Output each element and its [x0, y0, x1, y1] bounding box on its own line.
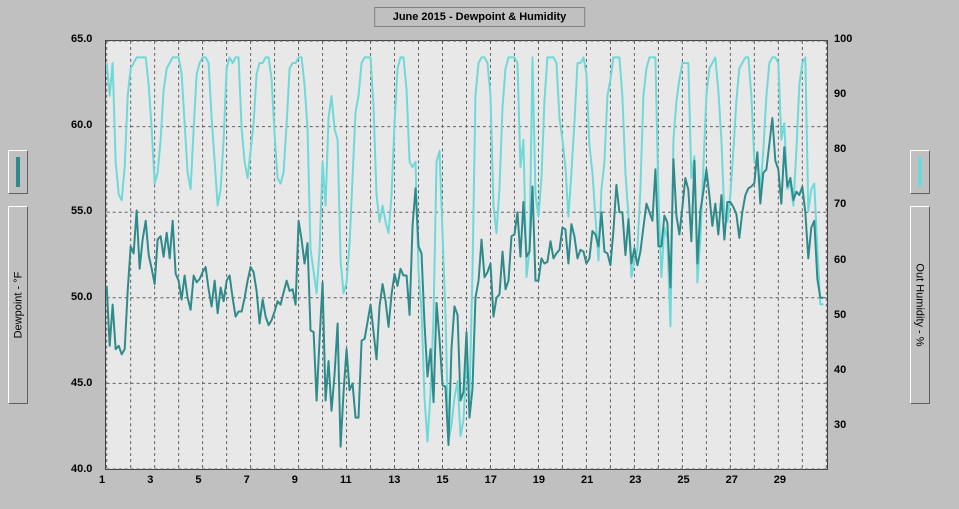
y-right-tick: 60	[834, 254, 846, 266]
y-right-tick: 100	[834, 33, 852, 45]
x-tick: 11	[340, 474, 352, 486]
y-left-tick: 45.0	[71, 377, 92, 389]
y-right-axis-label: Out Humidity - %	[914, 263, 926, 346]
x-tick: 15	[436, 474, 448, 486]
dewpoint-color-sample	[16, 157, 20, 187]
y-left-tick: 65.0	[71, 33, 92, 45]
y-right-tick: 80	[834, 143, 846, 155]
data-series	[106, 41, 827, 469]
x-tick: 29	[774, 474, 786, 486]
x-tick: 21	[581, 474, 593, 486]
y-right-tick: 70	[834, 198, 846, 210]
y-left-tick: 40.0	[71, 463, 92, 475]
x-tick: 7	[244, 474, 250, 486]
y-left-tick: 50.0	[71, 291, 92, 303]
y-right-axis-label-box: Out Humidity - %	[910, 206, 930, 404]
x-tick: 19	[533, 474, 545, 486]
y-left-tick: 55.0	[71, 205, 92, 217]
x-tick: 3	[147, 474, 153, 486]
x-tick: 27	[726, 474, 738, 486]
x-tick: 9	[292, 474, 298, 486]
humidity-color-sample	[918, 157, 922, 187]
y-left-axis-label: Dewpoint - °F	[12, 272, 24, 339]
y-left-tick: 60.0	[71, 119, 92, 131]
y-right-tick: 40	[834, 364, 846, 376]
x-tick: 13	[388, 474, 400, 486]
y-left-axis-label-box: Dewpoint - °F	[8, 206, 28, 404]
y-right-tick: 90	[834, 88, 846, 100]
legend-swatch-dewpoint	[8, 150, 28, 194]
x-tick: 17	[485, 474, 497, 486]
x-tick: 25	[677, 474, 689, 486]
y-right-tick: 50	[834, 309, 846, 321]
x-tick: 5	[195, 474, 201, 486]
plot-area	[105, 40, 828, 470]
x-tick: 23	[629, 474, 641, 486]
y-right-tick: 30	[834, 419, 846, 431]
chart-title: June 2015 - Dewpoint & Humidity	[374, 7, 586, 27]
legend-swatch-humidity	[910, 150, 930, 194]
x-tick: 1	[99, 474, 105, 486]
